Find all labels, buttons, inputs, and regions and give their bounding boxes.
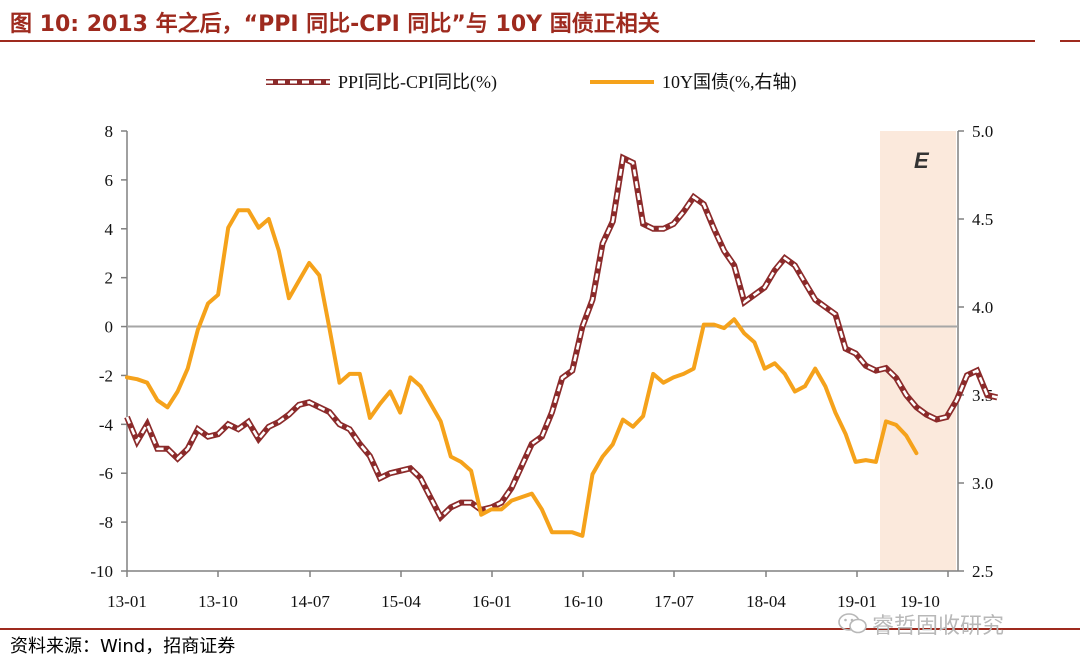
watermark-text: 睿哲固收研究 <box>872 614 1005 639</box>
right-tick-label: 2.5 <box>972 562 993 581</box>
left-axis-ticks: 8 6 4 2 0 -2 -4 -6 -8 -10 <box>90 122 127 581</box>
x-tick-label: 19-10 <box>900 592 940 611</box>
x-tick-label: 14-07 <box>290 592 330 611</box>
series-10y-yield <box>125 208 919 538</box>
right-tick-label: 3.0 <box>972 474 993 493</box>
left-tick-label: -2 <box>99 366 113 385</box>
header-rule <box>0 40 1035 42</box>
series-ppi-cpi-spread <box>124 153 998 523</box>
x-tick-label: 16-01 <box>472 592 512 611</box>
x-tick-label: 16-10 <box>563 592 603 611</box>
x-tick-label: 17-07 <box>654 592 694 611</box>
left-tick-label: -8 <box>99 513 113 532</box>
right-tick-label: 4.5 <box>972 210 993 229</box>
forecast-band <box>880 131 956 571</box>
left-tick-label: -4 <box>99 415 114 434</box>
right-tick-label: 5.0 <box>972 122 993 141</box>
x-tick-label: 13-01 <box>107 592 147 611</box>
series-ppi-cpi-spread-inner <box>125 155 998 520</box>
left-tick-label: 0 <box>105 318 114 337</box>
figure-header: 图 10: 2013 年之后，“PPI 同比-CPI 同比”与 10Y 国债正相… <box>0 0 1080 48</box>
chart: E PPI同比-CPI同比(%) 10Y国债(%,右轴) 8 6 4 2 0 -2 -4 -6… <box>90 72 998 611</box>
legend-label-yield: 10Y国债(%,右轴) <box>662 72 796 93</box>
forecast-label: E <box>914 148 930 173</box>
x-tick-label: 18-04 <box>746 592 786 611</box>
watermark: 睿哲固收研究 <box>838 608 1004 640</box>
x-axis-ticks: 13-01 13-10 14-07 15-04 16-01 16-10 17-07 18-04… <box>107 571 949 611</box>
right-axis-ticks: 5.04.54.03.53.02.5 <box>958 122 993 581</box>
left-tick-label: -6 <box>99 464 113 483</box>
wechat-icon <box>838 613 867 634</box>
header-rule-end <box>1060 40 1080 42</box>
legend: PPI同比-CPI同比(%) 10Y国债(%,右轴) <box>266 72 796 93</box>
figure-title: 图 10: 2013 年之后，“PPI 同比-CPI 同比”与 10Y 国债正相… <box>10 12 660 37</box>
legend-label-spread: PPI同比-CPI同比(%) <box>338 72 497 93</box>
x-tick-label: 19-01 <box>837 592 877 611</box>
right-tick-label: 4.0 <box>972 298 993 317</box>
left-tick-label: 8 <box>105 122 114 141</box>
x-tick-label: 13-10 <box>198 592 238 611</box>
source-note: 资料来源：Wind，招商证券 <box>10 636 236 657</box>
footer-rule <box>0 628 1080 630</box>
x-tick-label: 15-04 <box>381 592 421 611</box>
left-tick-label: -10 <box>90 562 113 581</box>
left-tick-label: 6 <box>105 171 114 190</box>
left-tick-label: 2 <box>105 269 114 288</box>
left-tick-label: 4 <box>105 220 114 239</box>
